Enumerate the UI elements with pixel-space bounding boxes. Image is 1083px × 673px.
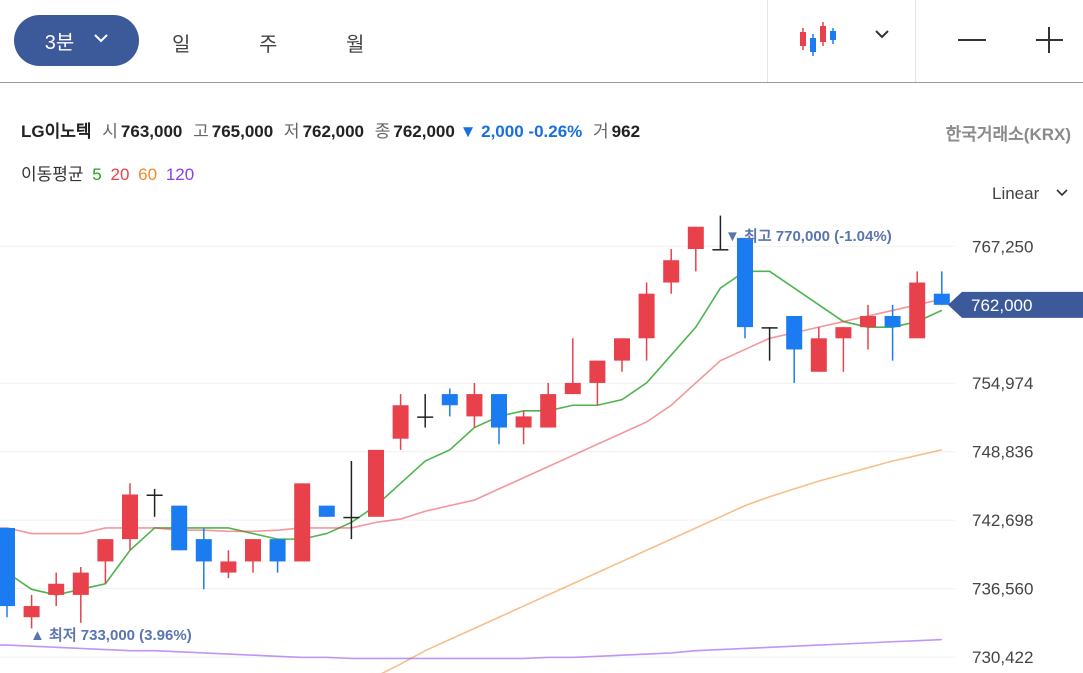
current-price-label: 762,000 — [971, 296, 1032, 315]
candle-body — [884, 315, 901, 328]
candle-body — [466, 394, 483, 417]
high-label: 고 — [193, 122, 209, 141]
candle-body — [294, 483, 311, 562]
low-label: 저 — [283, 122, 300, 141]
ma-5-label: 5 — [92, 165, 102, 184]
y-tick-label: 748,836 — [972, 443, 1033, 462]
moving-average-legend[interactable]: 이동평균 5 20 60 120 — [21, 160, 194, 185]
candle-body — [933, 293, 950, 305]
volume-label: 거 — [593, 122, 609, 141]
candle-body — [146, 494, 163, 496]
candle-body — [737, 237, 753, 328]
candle-body — [589, 360, 606, 383]
ma-5-line — [0, 270, 943, 596]
timeframe-month-tab[interactable]: 월 — [346, 34, 365, 56]
ma-120-label: 120 — [165, 165, 195, 184]
low-value: 762,000 — [302, 122, 365, 141]
candle-body — [269, 539, 286, 562]
chart-type-chevron-icon[interactable] — [873, 27, 891, 41]
change-percent: -0.26% — [528, 122, 583, 141]
ma-20-line — [0, 298, 942, 535]
candle-body — [638, 293, 655, 339]
close-label: 종 — [374, 122, 391, 141]
interval-selected: 3분 — [44, 32, 75, 54]
candle-body — [835, 327, 852, 339]
open-label: 시 — [102, 122, 118, 141]
ma-20-label: 20 — [110, 165, 130, 184]
candle-body — [540, 394, 557, 428]
chevron-down-icon — [94, 34, 108, 43]
top-toolbar: 3분 일 주 월 — [0, 0, 1083, 83]
candle-body — [195, 539, 212, 562]
volume-value: 962 — [611, 122, 641, 141]
candle-body — [48, 583, 65, 595]
low-annotation: ▲ 최저 733,000 (3.96%) — [30, 626, 192, 644]
candle-body — [72, 572, 89, 595]
high-annotation: ▼ 최고 770,000 (-1.04%) — [725, 227, 892, 245]
open-value: 763,000 — [120, 122, 183, 141]
y-tick-label: 742,698 — [972, 511, 1033, 530]
y-tick-label: 730,422 — [972, 648, 1033, 667]
ma-60-line — [380, 449, 942, 673]
candle-body — [810, 338, 827, 372]
candle-body — [564, 382, 581, 395]
candle-body — [245, 539, 261, 562]
candle-body — [392, 405, 409, 439]
high-value: 765,000 — [211, 122, 274, 141]
candle-body — [614, 338, 630, 361]
candle-body — [687, 226, 704, 250]
quote-summary: LG이노텍 시 763,000 고 765,000 저 762,000 종 762,00… — [21, 117, 640, 142]
zoom-out-icon[interactable] — [958, 39, 986, 41]
ma-60-label: 60 — [138, 165, 158, 184]
change-value: ▼ 2,000 — [459, 122, 524, 141]
ma-120-line — [0, 638, 942, 660]
scale-chevron-icon[interactable] — [1055, 188, 1069, 198]
candle-body — [860, 315, 876, 328]
stock-name: LG이노텍 — [21, 122, 92, 141]
candlestick-chart-icon[interactable] — [798, 22, 840, 58]
y-tick-label: 736,560 — [972, 580, 1033, 599]
candle-body — [171, 505, 188, 551]
scale-selector[interactable]: Linear — [992, 184, 1040, 203]
candle-body — [786, 315, 803, 350]
candle-body — [220, 561, 237, 573]
y-tick-label: 754,974 — [972, 374, 1033, 393]
current-price-tag — [948, 291, 1083, 318]
timeframe-day-tab[interactable]: 일 — [172, 34, 191, 56]
timeframe-week-tab[interactable]: 주 — [259, 34, 278, 56]
candle-body — [441, 394, 458, 406]
candle-body — [0, 527, 15, 607]
toolbar-divider — [767, 0, 768, 82]
candle-body — [122, 494, 138, 540]
candle-body — [368, 449, 384, 517]
ma-label: 이동평균 — [21, 165, 84, 184]
candle-body — [515, 416, 532, 428]
candle-body — [318, 505, 335, 517]
candle-body — [663, 260, 680, 283]
candle-body — [491, 394, 507, 428]
candle-body — [417, 416, 434, 418]
candle-body — [343, 516, 360, 519]
y-tick-label: 767,250 — [972, 237, 1033, 256]
candle-body — [97, 539, 114, 562]
candle-body — [761, 327, 778, 329]
candle-body — [712, 249, 729, 251]
toolbar-divider — [915, 0, 916, 82]
candle-body — [909, 282, 926, 339]
candle-body — [23, 606, 40, 618]
exchange-label: 한국거래소(KRX) — [945, 125, 1071, 144]
interval-dropdown[interactable]: 3분 — [14, 15, 139, 66]
close-value: 762,000 — [393, 122, 455, 141]
